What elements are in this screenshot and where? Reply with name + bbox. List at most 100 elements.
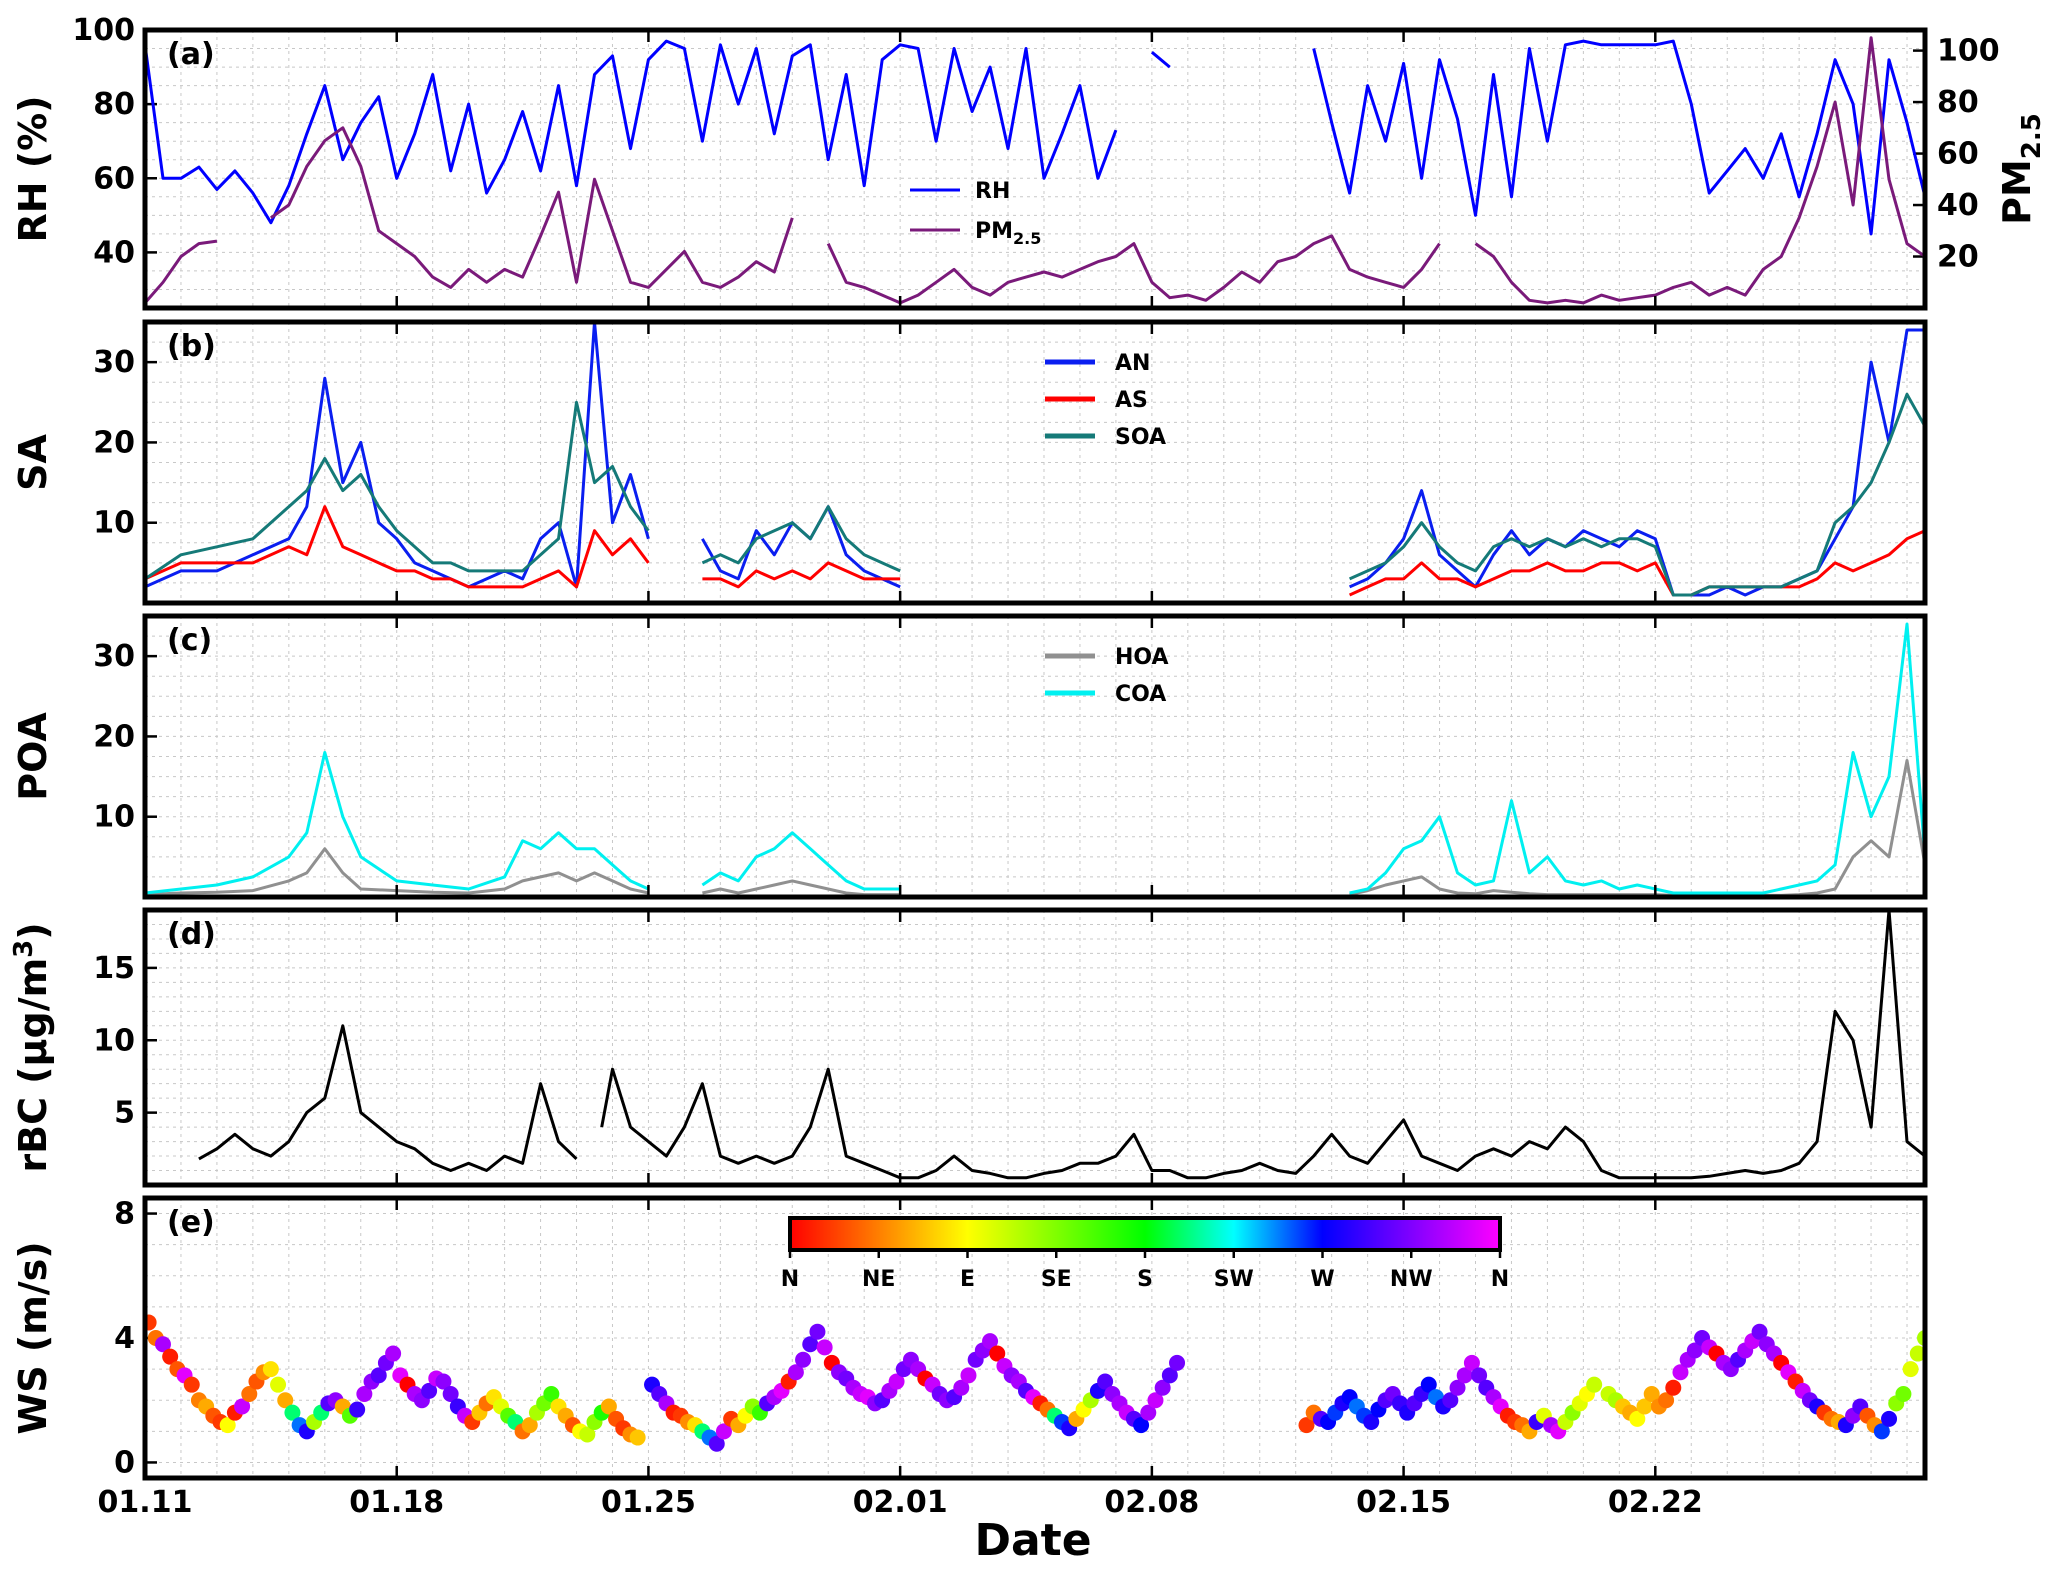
grid (144, 909, 1925, 1186)
scatter-point (277, 1392, 294, 1409)
scatter-point (1154, 1379, 1171, 1396)
scatter-point (1420, 1376, 1437, 1393)
y-tick-label: 30 (93, 345, 135, 380)
x-tick-label: 02.01 (853, 1485, 948, 1520)
scatter-point (145, 1314, 157, 1331)
cbar-label: SW (1214, 1267, 1254, 1292)
scatter-point (1672, 1364, 1689, 1381)
y-tick-label: 100 (72, 13, 135, 48)
scatter-point (1751, 1323, 1768, 1340)
panel-c: 10 20 30 POA (c) HOA COA (11, 613, 1928, 900)
y2-axis-title: PM2.5 (1995, 113, 2047, 225)
scatter-point (1161, 1367, 1178, 1384)
scatter-point (1442, 1392, 1459, 1409)
legend-label: HOA (1115, 645, 1169, 670)
scatter-point (629, 1429, 646, 1446)
series-group (145, 1314, 1925, 1452)
y-tick-label: 10 (93, 506, 135, 541)
series-line-hoa (145, 759, 1925, 897)
grid (144, 615, 1925, 898)
cbar-label: N (781, 1267, 799, 1292)
panel-frame (142, 613, 1928, 900)
scatter-point (960, 1367, 977, 1384)
colorbar (788, 1216, 1502, 1252)
panel-tag: (b) (167, 329, 216, 364)
scatter-point (708, 1435, 725, 1452)
y2-tick-label: 80 (1937, 85, 1979, 120)
panel-tag: (a) (167, 37, 215, 72)
scatter-point (370, 1367, 387, 1384)
panel-frame (142, 27, 1928, 311)
cbar-label: NE (862, 1267, 895, 1292)
y-tick-label: 60 (93, 161, 135, 196)
scatter-point (1909, 1345, 1925, 1362)
y2-tick-label: 60 (1937, 137, 1979, 172)
series-group (145, 322, 1925, 597)
grid (144, 29, 1925, 309)
scatter-point (385, 1345, 402, 1362)
scatter-point (183, 1376, 200, 1393)
legend-label: RH (975, 179, 1010, 204)
y-tick-label: 0 (114, 1445, 135, 1480)
scatter-point (888, 1373, 905, 1390)
cbar-label: W (1310, 1267, 1334, 1292)
scatter-point (442, 1386, 459, 1402)
scatter-point (349, 1401, 366, 1418)
scatter-point (262, 1361, 279, 1378)
legend-label: AS (1115, 388, 1148, 413)
x-tick-label: 01.18 (349, 1485, 444, 1520)
scatter-point (421, 1382, 438, 1399)
y-tick-label: 20 (93, 719, 135, 754)
scatter-point (241, 1386, 258, 1402)
panel-tag: (c) (167, 623, 212, 658)
y-tick-label: 30 (93, 639, 135, 674)
y-axis-title: POA (11, 712, 55, 801)
scatter-point (270, 1376, 287, 1393)
scatter-point (1636, 1398, 1653, 1415)
series-group (198, 910, 1925, 1180)
legend-label-sub: 2.5 (1013, 229, 1041, 248)
scatter-point (1147, 1392, 1164, 1409)
scatter-point (1298, 1417, 1315, 1434)
y2-tick-label: 40 (1937, 188, 1979, 223)
x-tick-label: 02.15 (1356, 1485, 1451, 1520)
panel-frame (142, 1195, 1928, 1481)
scatter-point (435, 1373, 452, 1390)
scatter-point (1471, 1367, 1488, 1384)
y-axis-title-sup: 3 (9, 940, 39, 958)
y-tick-label: 10 (93, 1023, 135, 1058)
grid (144, 321, 1925, 604)
series-line-rh (145, 39, 1925, 236)
y-axis-title: WS (m/s) (11, 1241, 55, 1434)
x-axis-title: Date (974, 1515, 1091, 1566)
scatter-point (579, 1426, 596, 1443)
x-tick-label: 02.22 (1608, 1485, 1703, 1520)
x-tick-label: 02.08 (1104, 1485, 1199, 1520)
y2-axis-title-main: PM (1995, 159, 2039, 225)
scatter-point (1097, 1373, 1114, 1390)
y-tick-label: 8 (114, 1197, 135, 1232)
scatter-point (1686, 1342, 1703, 1359)
panel-e: 0 4 8 WS (m/s) (e) N NE E SE S SW W NW N (11, 1195, 1928, 1481)
scatter-point (1881, 1410, 1898, 1427)
panel-frame (142, 319, 1928, 606)
panel-d: 5 10 15 rBC (µg/m3) (d) (9, 907, 1928, 1188)
scatter-point (989, 1345, 1006, 1362)
legend-label-main: PM (975, 219, 1013, 244)
y-tick-label: 40 (93, 235, 135, 270)
scatter-point (1363, 1414, 1380, 1430)
scatter-point (521, 1417, 538, 1434)
panel-b: 10 20 30 SA (b) AN AS SOA (11, 319, 1928, 606)
cbar-label: S (1137, 1267, 1153, 1292)
scatter-point (1140, 1404, 1157, 1421)
scatter-point (600, 1398, 617, 1415)
series-line-pm25 (145, 36, 1925, 305)
cbar-label: E (960, 1267, 975, 1292)
scatter-point (234, 1398, 251, 1415)
series-line-as (145, 505, 1925, 597)
y-tick-label: 10 (93, 800, 135, 835)
y-axis-title-tail: ) (11, 922, 55, 939)
scatter-point (1629, 1410, 1646, 1427)
